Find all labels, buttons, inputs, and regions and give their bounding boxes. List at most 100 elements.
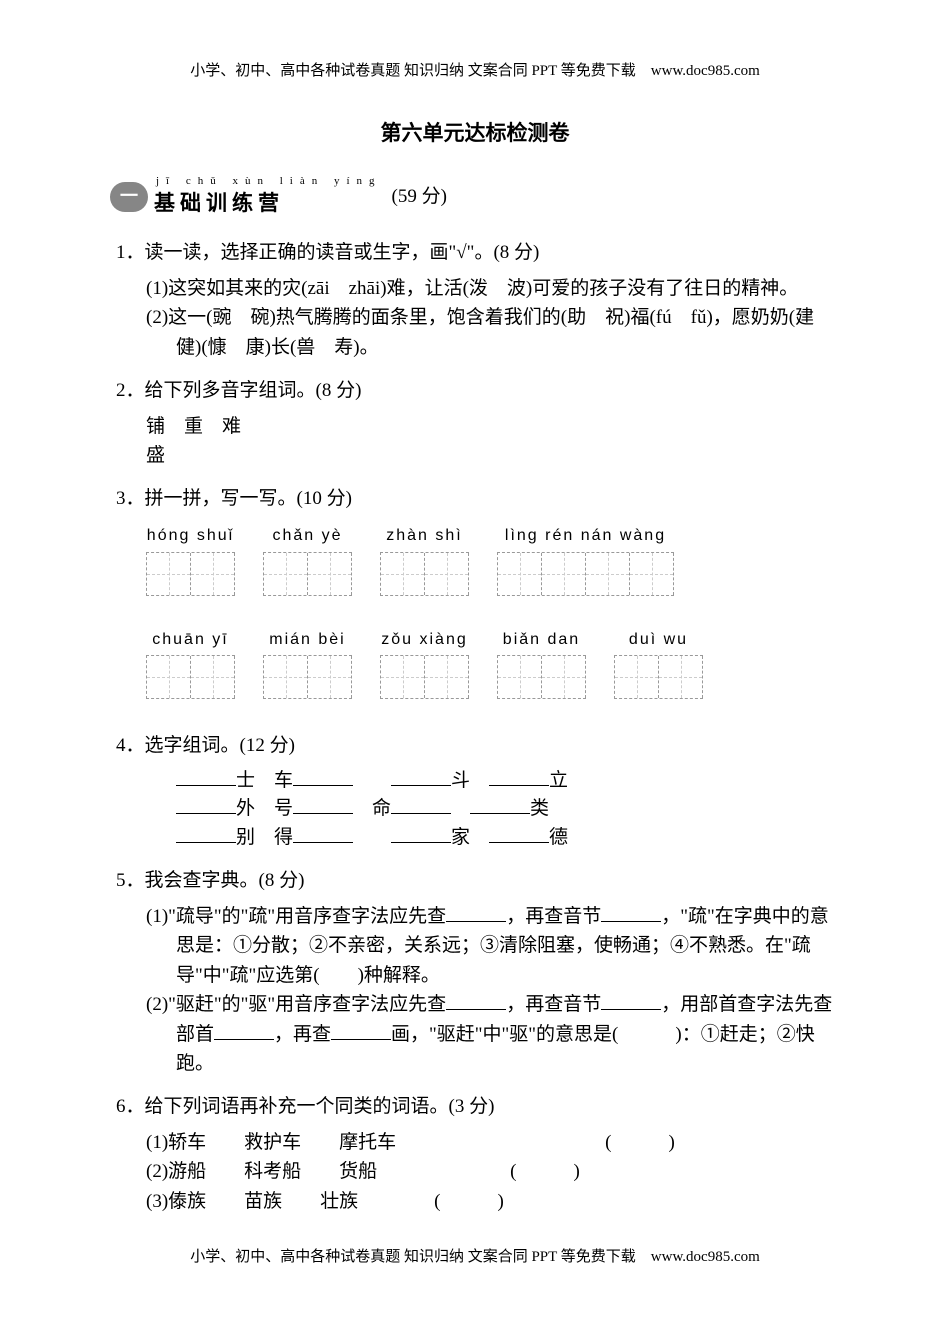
blank bbox=[446, 903, 506, 922]
blank bbox=[293, 767, 353, 786]
blank bbox=[176, 767, 236, 786]
pinyin-cell: zhàn shì bbox=[380, 524, 469, 596]
q6-row: (3)傣族 苗族 壮族 ( ) bbox=[146, 1187, 840, 1216]
char-box bbox=[264, 553, 308, 595]
q1-item1: (1)这突如其来的灾(zāi zhāi)难，让活(泼 波)可爱的孩子没有了往日的… bbox=[146, 274, 840, 303]
char-box bbox=[147, 553, 191, 595]
blank bbox=[601, 903, 661, 922]
exam-title: 第六单元达标检测卷 bbox=[110, 118, 840, 151]
char-boxes bbox=[146, 655, 235, 699]
q6-paren: ( ) bbox=[605, 1128, 675, 1157]
char-box bbox=[586, 553, 630, 595]
blank bbox=[391, 795, 451, 814]
char-box bbox=[308, 553, 352, 595]
pinyin-label: duì wu bbox=[629, 628, 688, 653]
char-boxes bbox=[380, 552, 469, 596]
pinyin-label: lìng rén nán wàng bbox=[505, 524, 666, 549]
pinyin-cell: lìng rén nán wàng bbox=[497, 524, 674, 596]
question-2: 2．给下列多音字组词。(8 分) 铺 重 难 盛 bbox=[116, 376, 840, 470]
pinyin-row-2: chuān yī mián bèi zǒu xiàng biǎn dan duì wu bbox=[146, 628, 840, 700]
blank bbox=[470, 795, 530, 814]
question-3: 3．拼一拼，写一写。(10 分) hóng shuǐ chǎn yè zhàn sh… bbox=[116, 484, 840, 699]
char-box bbox=[147, 656, 191, 698]
char-box bbox=[191, 553, 235, 595]
question-4: 4．选字组词。(12 分) 士 车 斗 立 外 号 命 类 别 得 家 德 bbox=[116, 731, 840, 852]
char-boxes bbox=[380, 655, 469, 699]
char-box bbox=[425, 553, 469, 595]
q5-item1: (1)"疏导"的"疏"用音序查字法应先查，再查音节，"疏"在字典中的意思是：①分… bbox=[146, 902, 840, 990]
blank bbox=[176, 824, 236, 843]
char-box bbox=[659, 656, 703, 698]
char-box bbox=[498, 656, 542, 698]
section-title: 基础训练营 bbox=[154, 192, 284, 215]
pinyin-label: mián bèi bbox=[269, 628, 345, 653]
char-boxes bbox=[614, 655, 703, 699]
pinyin-label: zǒu xiàng bbox=[381, 628, 468, 653]
char-box bbox=[615, 656, 659, 698]
q4-row3: 别 得 家 德 bbox=[176, 824, 840, 853]
question-6: 6．给下列词语再补充一个同类的词语。(3 分) (1)轿车 救护车 摩托车 ( … bbox=[116, 1092, 840, 1216]
pinyin-cell: hóng shuǐ bbox=[146, 524, 235, 596]
char-box bbox=[381, 553, 425, 595]
section-badge: 一 bbox=[110, 182, 148, 212]
pinyin-label: chǎn yè bbox=[272, 524, 342, 549]
char-boxes bbox=[146, 552, 235, 596]
char-box bbox=[425, 656, 469, 698]
char-boxes bbox=[263, 655, 352, 699]
q6-paren: ( ) bbox=[434, 1187, 504, 1216]
page-header: 小学、初中、高中各种试卷真题 知识归纳 文案合同 PPT 等免费下载 www.d… bbox=[110, 60, 840, 83]
pinyin-cell: duì wu bbox=[614, 628, 703, 700]
section-pinyin: jī chǔ xùn liàn yíng bbox=[156, 173, 382, 190]
q5-item2: (2)"驱赶"的"驱"用音序查字法应先查，再查音节，用部首查字法先查部首，再查画… bbox=[146, 990, 840, 1078]
pinyin-label: hóng shuǐ bbox=[147, 524, 234, 549]
q1-text: 1．读一读，选择正确的读音或生字，画"√"。(8 分) bbox=[116, 238, 840, 267]
pinyin-cell: mián bèi bbox=[263, 628, 352, 700]
section-1-header: 一 jī chǔ xùn liàn yíng 基础训练营 (59 分) bbox=[110, 173, 840, 221]
q2-text: 2．给下列多音字组词。(8 分) bbox=[116, 376, 840, 405]
q2-chars2: 盛 bbox=[146, 441, 840, 470]
q6-paren: ( ) bbox=[510, 1157, 580, 1186]
pinyin-label: chuān yī bbox=[152, 628, 228, 653]
section-points: (59 分) bbox=[392, 182, 447, 211]
q5-text: 5．我会查字典。(8 分) bbox=[116, 866, 840, 895]
q6-label: (1)轿车 救护车 摩托车 bbox=[146, 1128, 396, 1157]
q6-label: (3)傣族 苗族 壮族 bbox=[146, 1187, 358, 1216]
q4-text: 4．选字组词。(12 分) bbox=[116, 731, 840, 760]
char-boxes bbox=[263, 552, 352, 596]
q6-label: (2)游船 科考船 货船 bbox=[146, 1157, 377, 1186]
pinyin-row-1: hóng shuǐ chǎn yè zhàn shì lìng rén nán wàn… bbox=[146, 524, 840, 596]
blank bbox=[391, 824, 451, 843]
pinyin-cell: chǎn yè bbox=[263, 524, 352, 596]
page-footer: 小学、初中、高中各种试卷真题 知识归纳 文案合同 PPT 等免费下载 www.d… bbox=[110, 1246, 840, 1269]
blank bbox=[331, 1021, 391, 1040]
char-box bbox=[191, 656, 235, 698]
q4-row2: 外 号 命 类 bbox=[176, 795, 840, 824]
blank bbox=[446, 991, 506, 1010]
char-box bbox=[630, 553, 674, 595]
blank bbox=[214, 1021, 274, 1040]
char-box bbox=[542, 553, 586, 595]
q1-item2: (2)这一(豌 碗)热气腾腾的面条里，饱含着我们的(助 祝)福(fú fǔ)，愿… bbox=[146, 303, 840, 362]
char-boxes bbox=[497, 655, 586, 699]
question-1: 1．读一读，选择正确的读音或生字，画"√"。(8 分) (1)这突如其来的灾(z… bbox=[116, 238, 840, 362]
char-box bbox=[381, 656, 425, 698]
pinyin-cell: biǎn dan bbox=[497, 628, 586, 700]
q4-table: 士 车 斗 立 外 号 命 类 别 得 家 德 bbox=[176, 767, 840, 853]
q6-row: (2)游船 科考船 货船 ( ) bbox=[146, 1157, 840, 1186]
q6-text: 6．给下列词语再补充一个同类的词语。(3 分) bbox=[116, 1092, 840, 1121]
blank bbox=[601, 991, 661, 1010]
question-5: 5．我会查字典。(8 分) (1)"疏导"的"疏"用音序查字法应先查，再查音节，… bbox=[116, 866, 840, 1078]
q6-row: (1)轿车 救护车 摩托车 ( ) bbox=[146, 1128, 840, 1157]
char-box bbox=[264, 656, 308, 698]
blank bbox=[489, 767, 549, 786]
pinyin-cell: zǒu xiàng bbox=[380, 628, 469, 700]
blank bbox=[391, 767, 451, 786]
blank bbox=[176, 795, 236, 814]
blank bbox=[293, 824, 353, 843]
pinyin-label: zhàn shì bbox=[386, 524, 462, 549]
pinyin-label: biǎn dan bbox=[503, 628, 580, 653]
pinyin-write-grid: hóng shuǐ chǎn yè zhàn shì lìng rén nán wàn… bbox=[146, 524, 840, 700]
char-box bbox=[542, 656, 586, 698]
q3-text: 3．拼一拼，写一写。(10 分) bbox=[116, 484, 840, 513]
char-box bbox=[498, 553, 542, 595]
